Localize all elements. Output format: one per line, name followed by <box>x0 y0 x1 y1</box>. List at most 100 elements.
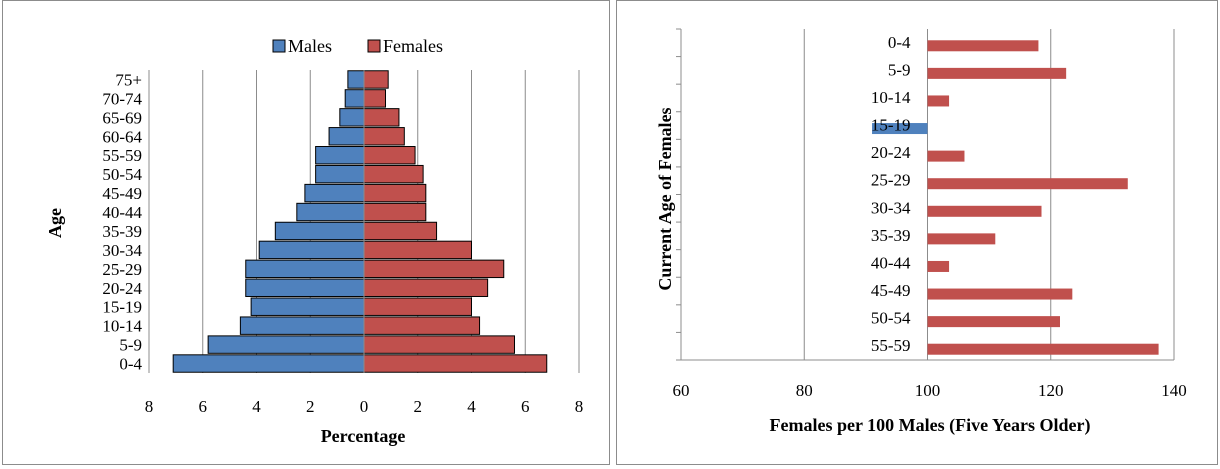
age-tick-label: 0-4 <box>888 33 911 52</box>
female-bar-75+ <box>363 70 389 89</box>
legend-swatch-females <box>367 39 381 53</box>
male-bar-15-19 <box>250 297 365 316</box>
male-bar-65-69 <box>339 108 365 127</box>
male-bar-40-44 <box>296 202 365 222</box>
x-tick-label: 6 <box>521 397 530 416</box>
male-bar-50-54 <box>315 164 365 184</box>
female-bar-10-14 <box>363 316 481 335</box>
ratio-bar-25-29 <box>927 178 1128 190</box>
male-bar-5-9 <box>207 335 365 354</box>
age-tick-label: 60-64 <box>102 127 142 146</box>
age-tick-label: 30-34 <box>102 241 142 260</box>
x-tick-label: 100 <box>915 381 941 400</box>
female-bar-45-49 <box>363 183 427 203</box>
y-axis-title: Age <box>45 208 65 238</box>
legend-label-males: Males <box>288 36 332 56</box>
x-tick-label: 0 <box>360 397 369 416</box>
age-tick-label: 65-69 <box>102 108 142 127</box>
male-bar-55-59 <box>315 146 365 165</box>
legend-swatch-males <box>272 39 286 53</box>
ratio-bar-35-39 <box>927 233 996 245</box>
female-bar-60-64 <box>363 127 405 146</box>
ratio-bar-5-9 <box>927 67 1067 79</box>
female-bar-50-54 <box>363 164 424 184</box>
ratio-bar-10-14 <box>927 95 950 107</box>
age-tick-label: 15-19 <box>102 298 142 317</box>
female-bar-35-39 <box>363 221 438 241</box>
x-tick-label: 2 <box>306 397 315 416</box>
age-tick-label: 45-49 <box>102 184 142 203</box>
age-tick-label: 20-24 <box>102 279 142 298</box>
sex-ratio-panel: 0-4 5-9 10-14 15-19 20-24 25-29 30-34 35-39 40-4… <box>616 0 1218 465</box>
x-tick-label: 4 <box>467 397 476 416</box>
age-tick-label: 35-39 <box>871 226 911 245</box>
ratio-bar-45-49 <box>927 288 1073 300</box>
y-axis-title: Current Age of Females <box>655 107 675 290</box>
female-bar-65-69 <box>363 108 400 127</box>
age-tick-label: 35-39 <box>102 222 142 241</box>
x-tick-label: 2 <box>414 397 423 416</box>
x-tick-label: 60 <box>673 381 690 400</box>
male-bar-0-4 <box>172 354 365 373</box>
age-tick-label: 15-19 <box>871 116 911 135</box>
age-tick-label: 45-49 <box>871 281 911 300</box>
male-bar-45-49 <box>304 183 365 203</box>
age-tick-label: 5-9 <box>119 336 142 355</box>
x-tick-label: 80 <box>796 381 813 400</box>
ratio-bar-20-24 <box>927 150 965 162</box>
age-tick-label: 10-14 <box>871 88 911 107</box>
panel-divider <box>610 0 616 467</box>
age-tick-label: 0-4 <box>119 355 142 374</box>
female-bar-20-24 <box>363 278 489 297</box>
legend-label-females: Females <box>383 36 443 56</box>
age-tick-label: 10-14 <box>102 317 142 336</box>
ratio-bar-40-44 <box>927 260 950 272</box>
male-bar-30-34 <box>258 240 365 260</box>
female-bar-40-44 <box>363 202 427 222</box>
age-tick-label: 25-29 <box>871 171 911 190</box>
age-tick-label: 55-59 <box>102 146 142 165</box>
male-bar-70-74 <box>344 89 365 108</box>
age-tick-label: 20-24 <box>871 143 911 162</box>
female-bar-30-34 <box>363 240 472 260</box>
x-tick-label: 120 <box>1038 381 1064 400</box>
male-bar-25-29 <box>245 259 365 279</box>
x-tick-label: 8 <box>145 397 154 416</box>
female-bar-0-4 <box>363 354 548 373</box>
sex-ratio-chart: 0-4 5-9 10-14 15-19 20-24 25-29 30-34 35-39 40-4… <box>655 28 1187 436</box>
male-bar-35-39 <box>274 221 365 241</box>
female-bar-15-19 <box>363 297 472 316</box>
x-tick-label: 6 <box>199 397 208 416</box>
ratio-bar-15-19 <box>872 123 928 135</box>
x-tick-label: 8 <box>575 397 584 416</box>
female-bar-25-29 <box>363 259 505 279</box>
female-bar-5-9 <box>363 335 515 354</box>
male-bar-60-64 <box>328 127 365 146</box>
age-tick-label: 70-74 <box>102 89 142 108</box>
age-tick-label: 50-54 <box>102 165 142 184</box>
x-axis-title: Percentage <box>321 426 406 446</box>
x-tick-label: 140 <box>1161 381 1187 400</box>
ratio-bar-55-59 <box>927 343 1159 355</box>
ratio-bar-50-54 <box>927 316 1060 328</box>
male-bar-20-24 <box>245 278 365 297</box>
x-axis-title: Females per 100 Males (Five Years Older) <box>770 415 1091 436</box>
male-bar-75+ <box>347 70 365 89</box>
age-tick-label: 25-29 <box>102 260 142 279</box>
age-tick-label: 30-34 <box>871 198 911 217</box>
age-tick-label: 50-54 <box>871 309 911 328</box>
ratio-bar-0-4 <box>927 40 1039 52</box>
male-bar-10-14 <box>239 316 365 335</box>
population-pyramid-panel: 0-4 5-9 10-14 15-19 20-24 25-29 30-34 35-39 40-4… <box>2 0 610 465</box>
population-pyramid-chart: 0-45-910-1415-1920-2425-2930-3435-3940-4… <box>45 36 584 446</box>
ratio-bar-30-34 <box>927 205 1042 217</box>
x-tick-label: 4 <box>252 397 261 416</box>
female-bar-70-74 <box>363 89 386 108</box>
age-tick-label: 40-44 <box>102 203 142 222</box>
age-tick-label: 40-44 <box>871 253 911 272</box>
legend: Males Females <box>272 36 443 56</box>
age-tick-label: 55-59 <box>871 336 911 355</box>
age-tick-label: 75+ <box>115 70 142 89</box>
age-tick-label: 5-9 <box>888 60 911 79</box>
female-bar-55-59 <box>363 146 416 165</box>
